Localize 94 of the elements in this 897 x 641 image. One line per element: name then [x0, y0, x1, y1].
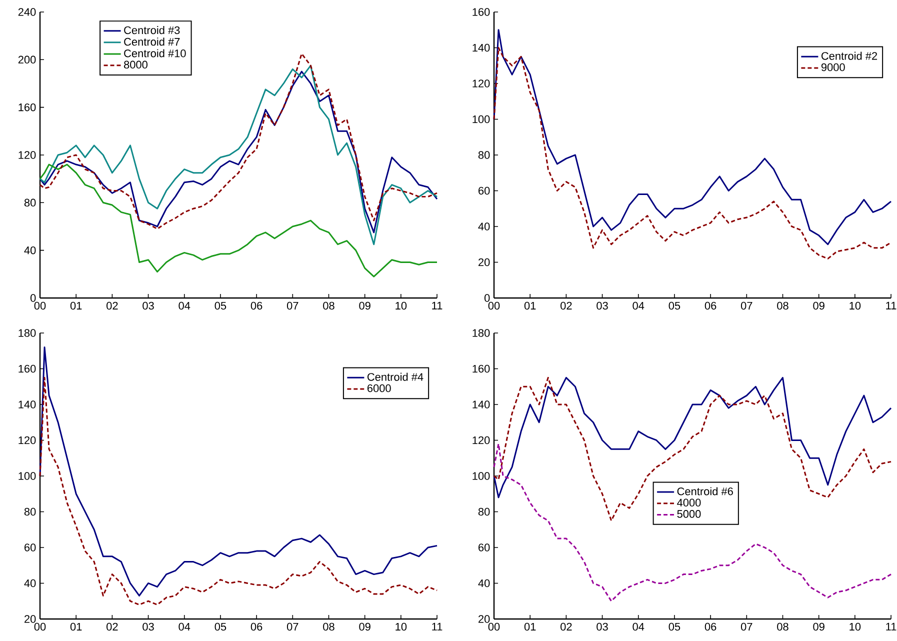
x-tick-label: 10 — [850, 302, 861, 310]
x-tick-label: 02 — [106, 302, 118, 310]
x-tick-label: 04 — [178, 622, 190, 631]
y-tick-label: 40 — [24, 246, 36, 254]
legend-label: 6000 — [367, 384, 391, 392]
x-tick-label: 05 — [668, 302, 680, 310]
y-tick-label: 240 — [18, 8, 36, 16]
y-tick-label: 160 — [472, 364, 490, 373]
x-tick-label: 06 — [250, 302, 262, 310]
x-tick-label: 00 — [34, 622, 46, 631]
y-tick-label: 80 — [24, 508, 36, 516]
x-tick-label: 01 — [524, 622, 536, 631]
x-tick-label: 10 — [396, 302, 407, 310]
y-tick-label: 180 — [18, 329, 36, 337]
y-tick-label: 60 — [478, 186, 490, 195]
x-tick-label: 00 — [34, 302, 46, 310]
x-tick-label: 00 — [488, 622, 500, 631]
x-tick-label: 05 — [214, 622, 226, 631]
x-tick-label: 08 — [777, 302, 788, 310]
x-tick-label: 04 — [632, 622, 644, 631]
x-tick-label: 10 — [850, 622, 861, 631]
x-tick-label: 11 — [886, 302, 896, 310]
x-tick-label: 02 — [560, 622, 572, 631]
x-tick-label: 03 — [596, 302, 608, 310]
y-tick-label: 20 — [478, 615, 490, 623]
legend-label: 4000 — [677, 498, 701, 507]
y-tick-label: 60 — [478, 544, 490, 552]
x-tick-label: 03 — [596, 622, 608, 631]
y-tick-label: 140 — [472, 44, 490, 52]
y-tick-label: 100 — [18, 472, 36, 480]
legend-label: Centroid #2 — [821, 52, 878, 60]
x-tick-label: 07 — [286, 622, 298, 631]
y-tick-label: 40 — [478, 222, 490, 230]
legend-label: Centroid #7 — [124, 38, 180, 46]
x-tick-label: 09 — [813, 302, 824, 310]
x-tick-label: 08 — [777, 622, 788, 631]
y-tick-label: 20 — [24, 615, 36, 623]
x-tick-label: 07 — [286, 302, 298, 310]
x-tick-label: 05 — [668, 622, 680, 631]
y-tick-label: 160 — [472, 8, 490, 16]
x-tick-label: 01 — [524, 302, 536, 310]
y-tick-label: 80 — [478, 151, 490, 159]
x-tick-label: 05 — [214, 302, 226, 310]
y-tick-label: 140 — [472, 400, 490, 408]
y-tick-label: 0 — [484, 294, 490, 302]
y-tick-label: 0 — [30, 294, 36, 302]
y-tick-label: 40 — [24, 579, 36, 588]
line-series — [39, 164, 438, 278]
y-tick-label: 180 — [472, 329, 490, 337]
legend-label: Centroid #6 — [677, 487, 733, 496]
x-tick-label: 01 — [70, 622, 82, 631]
y-tick-label: 40 — [478, 579, 490, 588]
y-tick-label: 160 — [18, 103, 36, 112]
y-tick-label: 100 — [472, 115, 490, 124]
y-tick-label: 80 — [478, 508, 490, 516]
x-tick-label: 09 — [359, 302, 370, 310]
y-tick-label: 120 — [18, 151, 36, 159]
legend-label: Centroid #3 — [124, 26, 180, 34]
x-tick-label: 04 — [178, 302, 190, 310]
y-tick-label: 120 — [472, 436, 490, 444]
y-tick-label: 120 — [18, 436, 36, 444]
y-tick-label: 160 — [18, 364, 36, 373]
x-tick-label: 04 — [632, 302, 644, 310]
legend-label: 9000 — [821, 63, 845, 72]
x-tick-label: 08 — [323, 622, 334, 631]
y-tick-label: 100 — [472, 472, 490, 480]
y-tick-label: 20 — [478, 258, 490, 266]
x-tick-label: 11 — [886, 622, 896, 630]
x-tick-label: 02 — [106, 622, 118, 631]
x-tick-label: 03 — [142, 302, 154, 310]
x-tick-label: 11 — [432, 622, 442, 630]
y-tick-label: 60 — [24, 544, 36, 552]
legend-label: 8000 — [124, 60, 148, 69]
x-tick-label: 01 — [70, 302, 82, 310]
x-tick-label: 02 — [560, 302, 572, 310]
x-tick-label: 06 — [250, 622, 262, 631]
legend-label: 5000 — [677, 510, 701, 518]
y-tick-label: 80 — [24, 198, 36, 207]
x-tick-label: 11 — [432, 302, 442, 310]
x-tick-label: 09 — [813, 622, 824, 631]
x-tick-label: 09 — [359, 622, 370, 631]
x-tick-label: 03 — [142, 622, 154, 631]
x-tick-label: 06 — [704, 622, 716, 631]
x-tick-label: 00 — [488, 302, 500, 310]
x-tick-label: 07 — [740, 622, 752, 631]
x-tick-label: 07 — [740, 302, 752, 310]
legend-label: Centroid #10 — [124, 49, 186, 58]
x-tick-label: 10 — [396, 622, 407, 631]
x-tick-label: 06 — [704, 302, 716, 310]
y-tick-label: 140 — [18, 400, 36, 408]
y-tick-label: 120 — [472, 80, 490, 88]
legend-label: Centroid #4 — [367, 372, 424, 381]
y-tick-label: 200 — [18, 56, 36, 64]
x-tick-label: 08 — [323, 302, 334, 310]
